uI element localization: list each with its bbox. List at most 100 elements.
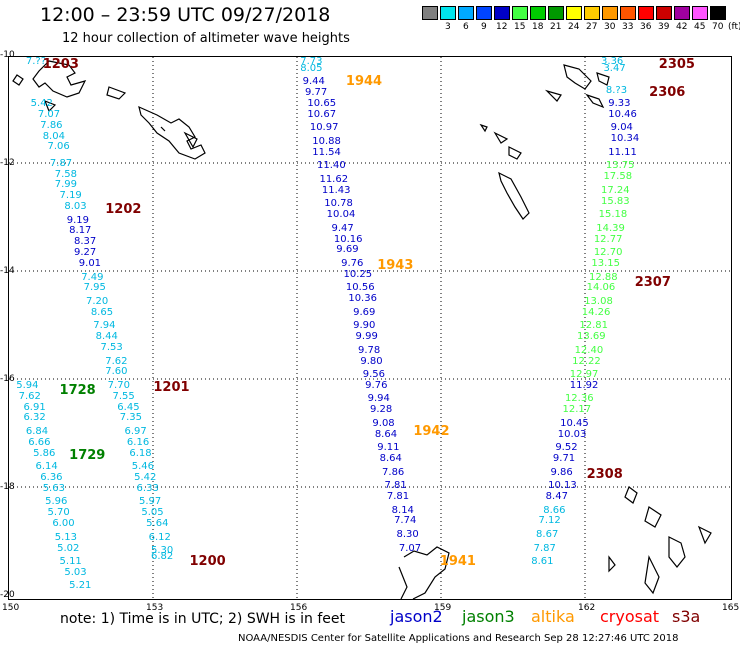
wave-height-value: 12.40 — [574, 344, 604, 356]
wave-height-value: 3.36 — [601, 56, 624, 67]
wave-height-value: 12.22 — [572, 355, 601, 367]
wave-height-value: 10.97 — [309, 122, 339, 134]
wave-height-value: 5.13 — [54, 531, 77, 543]
wave-height-value: 7.35 — [119, 412, 142, 424]
wave-height-value: 10.25 — [343, 268, 373, 280]
legend-swatch — [602, 6, 618, 20]
grid-lines — [9, 57, 731, 599]
wave-height-value: 6.14 — [35, 461, 58, 473]
legend-label: 15 — [514, 22, 526, 32]
wave-height-value: 8.04 — [42, 130, 65, 142]
legend-label: 18 — [532, 22, 544, 32]
pass-time-label: 2308 — [586, 466, 623, 482]
legend-swatch — [566, 6, 582, 20]
wave-height-value: 11.92 — [569, 379, 599, 391]
legend-swatch — [620, 6, 636, 20]
wave-height-value: 10.46 — [608, 108, 637, 120]
wave-height-value: 8.64 — [379, 453, 402, 465]
wave-height-value: 9.99 — [355, 331, 378, 343]
wave-height-value: 15.83 — [601, 195, 630, 207]
wave-height-value: 8.64 — [374, 428, 398, 440]
satellite-name: jason2 — [390, 607, 443, 626]
legend-swatch — [530, 6, 546, 20]
wave-height-value: 9.69 — [353, 306, 376, 318]
wave-height-value: 6.66 — [28, 436, 51, 448]
wave-height-value: 10.16 — [333, 233, 363, 245]
legend-swatch — [512, 6, 528, 20]
wave-height-value: 8.17 — [69, 225, 92, 237]
lat-tick: -18 — [0, 482, 15, 492]
legend-label: 9 — [481, 22, 487, 32]
legend-label: 6 — [463, 22, 469, 32]
wave-height-value: 9.77 — [305, 87, 328, 99]
pass-time-label: 1941 — [439, 553, 476, 569]
wave-height-value: 5.70 — [47, 507, 70, 519]
wave-height-value: 7.70 — [107, 379, 130, 391]
legend-label: 30 — [604, 22, 616, 32]
legend-label: 24 — [568, 22, 580, 32]
wave-height-value: 10.45 — [560, 417, 589, 429]
wave-height-value: 7.87 — [49, 157, 73, 169]
wave-height-value: 7.74 — [394, 515, 417, 527]
satellite-name: cryosat — [600, 607, 660, 626]
wave-height-value: 7.95 — [83, 282, 106, 294]
wave-height-value: 6.12 — [148, 531, 171, 543]
wave-height-value: 7.73 — [300, 56, 323, 67]
legend-unit: (ft) — [728, 22, 740, 32]
wave-height-value: 14.26 — [581, 306, 611, 318]
coastline-and-grid — [9, 57, 731, 599]
map-title: 12:00 – 23:59 UTC 09/27/2018 — [40, 4, 331, 26]
wave-height-value: 10.65 — [307, 98, 337, 110]
wave-height-value: 5.42 — [134, 472, 157, 484]
wave-height-value: 9.80 — [360, 355, 383, 367]
pass-time-label: 1201 — [153, 380, 190, 396]
wave-height-value: 5.46 — [131, 461, 154, 473]
pass-time-label: 1200 — [189, 553, 226, 569]
wave-height-value: 10.13 — [548, 480, 577, 492]
wave-height-value: 5.11 — [59, 556, 82, 568]
wave-height-value: 8.44 — [95, 331, 118, 343]
wave-height-value: 5.21 — [69, 580, 92, 592]
wave-height-value: 12.36 — [564, 393, 594, 405]
wave-height-value: 6.45 — [117, 401, 140, 413]
wave-height-value: 13.75 — [605, 160, 635, 172]
wave-height-value: 14.39 — [596, 222, 625, 234]
wave-height-value: 6.36 — [40, 472, 63, 484]
wave-height-value: 13.15 — [591, 257, 621, 269]
legend-swatch — [710, 6, 726, 20]
legend-label: 33 — [622, 22, 634, 32]
pass-time-label: 1729 — [69, 447, 106, 463]
wave-height-value: 6.33 — [136, 482, 159, 494]
wave-height-value: 10.78 — [324, 198, 353, 210]
wave-height-value: 6.84 — [25, 425, 49, 437]
pass-time-label: 1943 — [377, 258, 414, 274]
wave-height-value: 9.90 — [353, 320, 376, 332]
wave-height-value: 11.11 — [608, 146, 637, 158]
wave-height-value: 9.19 — [66, 214, 90, 226]
wave-height-value: 10.04 — [326, 209, 356, 221]
wave-height-value: 11.62 — [319, 173, 349, 185]
wave-height-value: 12.17 — [562, 404, 592, 416]
wave-height-value: 9.86 — [550, 466, 573, 478]
map-plot-area: 7.?? 5.42 7.07 7.86 8.04 7.06 7.87 7.58 7.99 7.19… — [8, 56, 732, 600]
legend-swatch — [656, 6, 672, 20]
legend-label: 39 — [658, 22, 670, 32]
pass-time-label: 1203 — [42, 57, 79, 72]
wave-height-value: 9.69 — [336, 244, 359, 256]
wave-height-value: 12.97 — [569, 369, 599, 381]
wave-height-value: 7.94 — [93, 320, 116, 332]
lat-tick: -12 — [0, 158, 15, 168]
lon-tick: 150 — [2, 603, 20, 613]
wave-height-value: 5.86 — [33, 447, 56, 459]
wave-height-value: 7.99 — [54, 179, 77, 191]
wave-height-value: 7.60 — [105, 366, 128, 378]
wave-height-value: 5.63 — [42, 482, 65, 494]
wave-height-value: 9.78 — [357, 344, 381, 356]
wave-height-value: 13.69 — [576, 331, 606, 343]
legend-swatch — [584, 6, 600, 20]
wave-height-value: 9.01 — [78, 257, 102, 269]
wave-height-value: 9.27 — [73, 247, 97, 259]
lon-tick: 156 — [290, 603, 308, 613]
wave-height-value: 12.77 — [593, 233, 623, 245]
wave-height-value: 12.88 — [589, 271, 618, 283]
